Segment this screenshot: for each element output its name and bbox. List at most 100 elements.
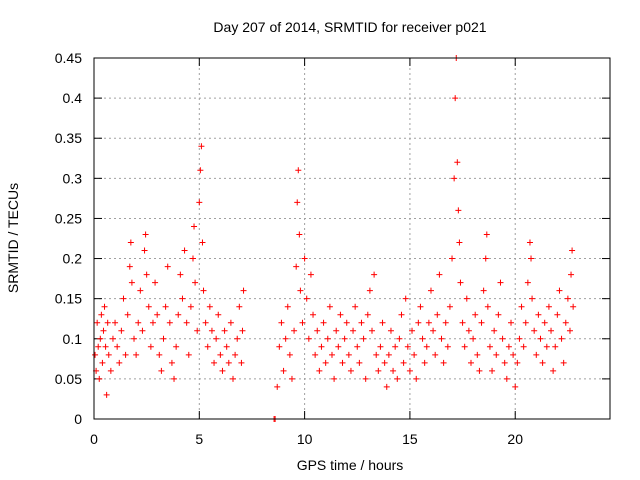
data-point	[345, 351, 352, 358]
data-point	[366, 287, 373, 294]
data-point	[569, 247, 576, 254]
data-point	[187, 303, 194, 310]
x-tick-label: 5	[195, 431, 203, 447]
data-point	[303, 295, 310, 302]
data-point	[239, 327, 246, 334]
data-point	[568, 271, 575, 278]
data-point	[199, 239, 206, 246]
data-point	[484, 303, 491, 310]
data-point	[171, 375, 178, 382]
data-point	[404, 343, 411, 350]
data-point	[411, 351, 418, 358]
data-point	[162, 303, 169, 310]
y-tick-label: 0.4	[63, 90, 83, 106]
data-point	[508, 319, 515, 326]
data-point	[177, 271, 184, 278]
data-point	[152, 279, 159, 286]
data-point	[528, 255, 535, 262]
y-tick-label: 0	[74, 411, 82, 427]
data-point	[286, 351, 293, 358]
data-point	[406, 367, 413, 374]
data-point	[483, 231, 490, 238]
data-point	[102, 343, 109, 350]
data-point	[463, 295, 470, 302]
data-point	[381, 359, 388, 366]
data-point	[94, 319, 101, 326]
data-point	[417, 303, 424, 310]
data-point	[320, 319, 327, 326]
data-point	[276, 343, 283, 350]
grid-lines	[94, 58, 610, 419]
data-point	[183, 319, 190, 326]
data-point	[564, 295, 571, 302]
data-point	[294, 199, 301, 206]
data-point	[127, 239, 134, 246]
data-point	[451, 175, 458, 182]
data-point	[341, 335, 348, 342]
data-point	[343, 319, 350, 326]
data-point	[236, 303, 243, 310]
data-point	[103, 391, 110, 398]
data-point	[556, 287, 563, 294]
data-point	[230, 375, 237, 382]
data-point	[552, 343, 559, 350]
data-point	[520, 343, 527, 350]
data-point	[454, 159, 461, 166]
data-point	[168, 359, 175, 366]
data-point	[402, 295, 409, 302]
data-point	[470, 335, 477, 342]
data-point	[371, 271, 378, 278]
data-point	[560, 359, 567, 366]
data-point	[175, 311, 182, 318]
data-point	[139, 327, 146, 334]
data-point	[120, 295, 127, 302]
data-point	[486, 343, 493, 350]
y-tick-label: 0.3	[63, 170, 83, 186]
y-tick-label: 0.1	[63, 331, 83, 347]
data-point	[474, 351, 481, 358]
data-point	[436, 271, 443, 278]
plot-frame	[93, 57, 611, 420]
data-point	[96, 375, 103, 382]
data-point	[457, 279, 464, 286]
data-point	[107, 367, 114, 374]
data-point	[452, 95, 459, 102]
y-tick-label: 0.15	[55, 291, 82, 307]
data-point	[358, 319, 365, 326]
axis-ticks: 0 0.05 0.1 0.15 0.2 0.25 0.3 0.35 0.4 0.45 0 5 10 15 2…	[55, 50, 610, 447]
data-point	[570, 303, 577, 310]
data-point	[442, 319, 449, 326]
data-point	[217, 351, 224, 358]
data-point	[400, 359, 407, 366]
data-point	[100, 327, 107, 334]
data-point	[456, 239, 463, 246]
data-point	[503, 375, 510, 382]
data-point	[432, 351, 439, 358]
x-tick-label: 20	[507, 431, 523, 447]
data-point	[352, 303, 359, 310]
data-point	[562, 319, 569, 326]
data-point	[278, 319, 285, 326]
data-point	[383, 383, 390, 390]
data-point	[97, 335, 104, 342]
data-point	[141, 247, 148, 254]
data-point	[396, 335, 403, 342]
data-point	[425, 319, 432, 326]
data-point	[143, 271, 150, 278]
data-point	[554, 311, 561, 318]
data-point	[518, 303, 525, 310]
data-point	[109, 335, 116, 342]
data-point	[459, 319, 466, 326]
data-point	[379, 319, 386, 326]
data-point	[122, 351, 129, 358]
data-point	[480, 287, 487, 294]
data-point	[128, 279, 135, 286]
data-point	[219, 367, 226, 374]
data-point	[116, 359, 123, 366]
data-point	[541, 319, 548, 326]
data-point	[154, 311, 161, 318]
data-point	[537, 335, 544, 342]
data-point	[147, 343, 154, 350]
data-point	[510, 351, 517, 358]
